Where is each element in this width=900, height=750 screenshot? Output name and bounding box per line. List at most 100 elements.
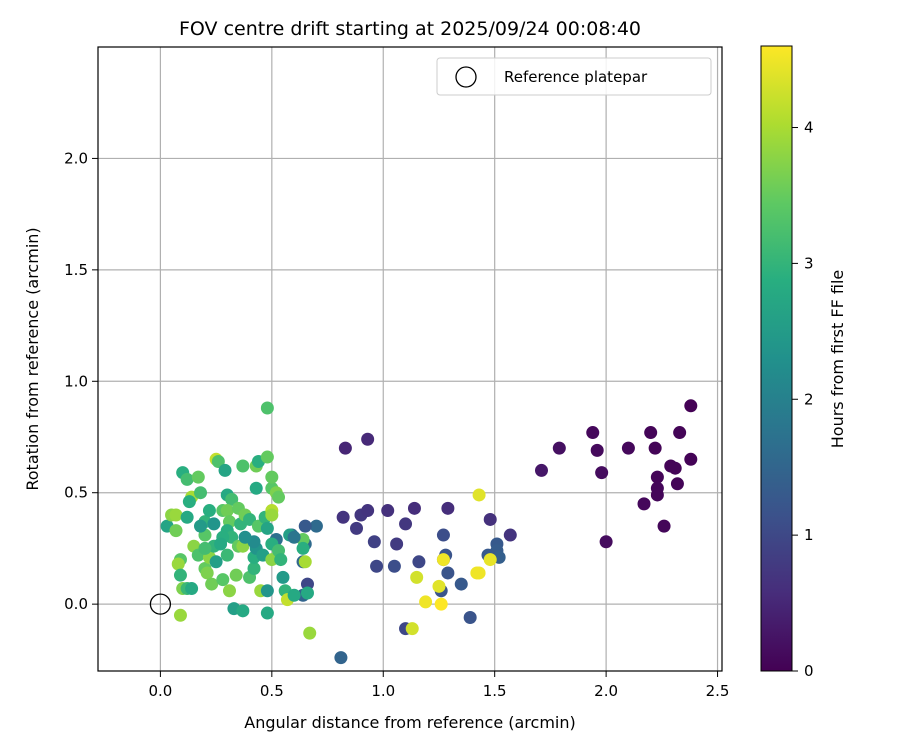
scatter-point [350, 521, 364, 535]
scatter-point [169, 524, 183, 538]
scatter-point [590, 443, 604, 457]
scatter-point [296, 541, 310, 555]
scatter-point [644, 426, 658, 440]
scatter-point [670, 477, 684, 491]
scatter-point [650, 488, 664, 502]
scatter-point [405, 622, 419, 636]
scatter-point [361, 432, 375, 446]
scatter-point [207, 517, 221, 531]
scatter-point [599, 535, 613, 549]
scatter-point [260, 401, 274, 415]
plot-frame [97, 46, 723, 672]
scatter-point [265, 553, 279, 567]
x-tick-label: 1.5 [483, 682, 507, 700]
scatter-point [432, 579, 446, 593]
scatter-point [202, 504, 216, 518]
scatter-point [390, 537, 404, 551]
scatter-point [303, 626, 317, 640]
scatter-point [194, 486, 208, 500]
chart-title: FOV centre drift starting at 2025/09/24 … [179, 18, 641, 40]
colorbar-label: Hours from first FF file [828, 270, 847, 449]
reference-marker [149, 593, 172, 615]
scatter-point [650, 470, 664, 484]
scatter-point [272, 490, 286, 504]
colorbar-tick-label: 4 [804, 119, 814, 137]
scatter-point [483, 553, 497, 567]
scatter-point [410, 570, 424, 584]
scatter-point [370, 559, 384, 573]
scatter-point [216, 573, 230, 587]
scatter-point [503, 528, 517, 542]
x-tick-label: 2.5 [706, 682, 730, 700]
scatter-point [225, 492, 239, 506]
colorbar-gradient [760, 45, 793, 672]
scatter-point [338, 441, 352, 455]
scatter-point [648, 441, 662, 455]
scatter-point [220, 504, 234, 518]
scatter-point [436, 553, 450, 567]
scatter-point [249, 481, 263, 495]
scatter-point [243, 512, 257, 526]
scatter-point [169, 508, 183, 522]
scatter-point [534, 463, 548, 477]
scatter-point [361, 504, 375, 518]
scatter-point [238, 530, 252, 544]
x-tick-label: 1.0 [371, 682, 395, 700]
y-tick-label: 0.0 [64, 595, 88, 613]
scatter-point [260, 521, 274, 535]
scatter-point [399, 517, 413, 531]
colorbar-tick-label: 1 [804, 526, 814, 544]
scatter-point [334, 651, 348, 665]
scatter-point [218, 463, 232, 477]
x-axis-label: Angular distance from reference (arcmin) [244, 713, 575, 732]
scatter-point [287, 530, 301, 544]
scatter-point [182, 495, 196, 509]
y-axis-label: Rotation from reference (arcmin) [23, 227, 42, 490]
scatter-point [222, 584, 236, 598]
y-tick-label: 0.5 [64, 484, 88, 502]
scatter-point [434, 597, 448, 611]
scatter-point [260, 606, 274, 620]
colorbar-tick-label: 2 [804, 390, 814, 408]
scatter-point [209, 555, 223, 569]
scatter-point [309, 519, 323, 533]
scatter-point [276, 570, 290, 584]
scatter-point [236, 604, 250, 618]
scatter-point [419, 595, 433, 609]
scatter-point [265, 508, 279, 522]
y-tick-label: 2.0 [64, 149, 88, 167]
scatter-point [298, 555, 312, 569]
scatter-point [412, 555, 426, 569]
y-tick-label: 1.0 [64, 372, 88, 390]
scatter-point [441, 501, 455, 515]
scatter-point [595, 466, 609, 480]
scatter-point [552, 441, 566, 455]
scatter-point [260, 584, 274, 598]
scatter-point [173, 608, 187, 622]
colorbar-tick-label: 3 [804, 254, 814, 272]
scatter-point [441, 566, 455, 580]
scatter-point [436, 528, 450, 542]
scatter-point [171, 557, 185, 571]
scatter-point [211, 455, 225, 469]
scatter-point [205, 577, 219, 591]
axis-ticks: 0.0 0.5 1.0 1.5 2.0 2.5 0.0 0.5 1.0 1.5 2.0 [64, 149, 729, 700]
scatter-point [684, 452, 698, 466]
scatter-point [472, 488, 486, 502]
scatter-point [214, 537, 228, 551]
scatter-point [657, 519, 671, 533]
scatter-point [407, 501, 421, 515]
scatter-point [220, 548, 234, 562]
legend-label: Reference platepar [504, 68, 648, 86]
scatter-point [236, 459, 250, 473]
legend-open-circle-icon [455, 66, 477, 88]
scatter-point [621, 441, 635, 455]
y-tick-label: 1.5 [64, 261, 88, 279]
scatter-point [191, 470, 205, 484]
scatter-point [668, 461, 682, 475]
data-points [149, 399, 698, 665]
colorbar-tick-label: 0 [804, 662, 814, 680]
scatter-point [336, 510, 350, 524]
scatter-point [198, 541, 212, 555]
